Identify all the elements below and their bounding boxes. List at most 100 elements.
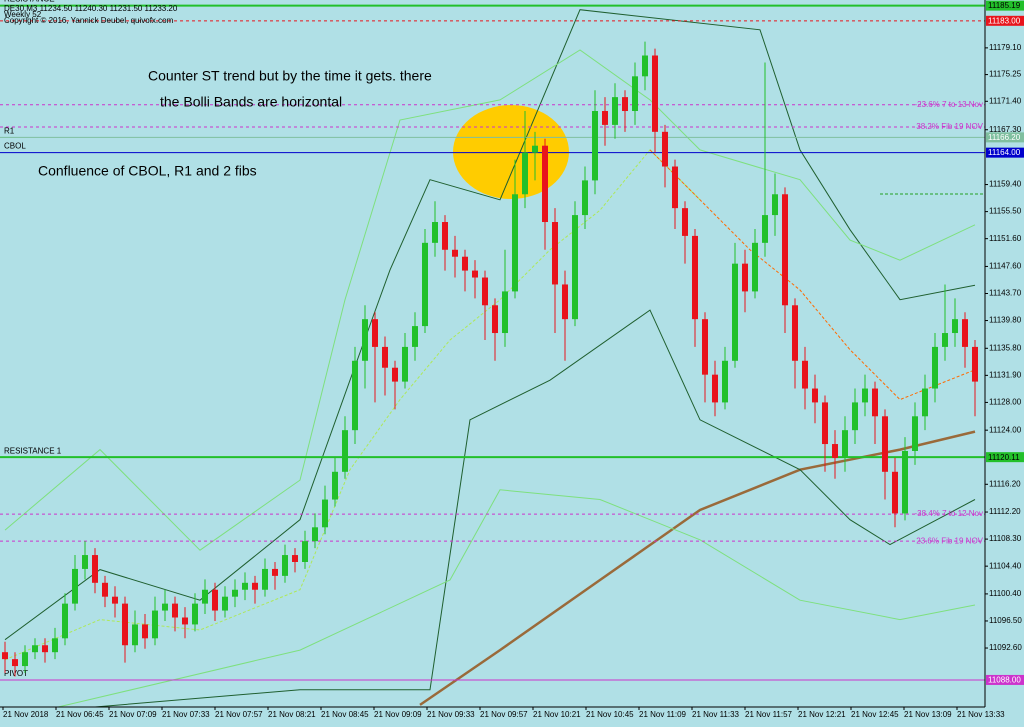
- x-tick-label: 21 Nov 09:09: [374, 710, 422, 719]
- candle-body: [132, 624, 138, 646]
- candle-body: [832, 444, 838, 458]
- candle-body: [422, 242, 428, 327]
- candle-body: [472, 270, 478, 278]
- candle-body: [752, 242, 758, 292]
- price-label: 11088.00: [988, 676, 1021, 685]
- candle-body: [872, 388, 878, 417]
- candle-body: [932, 346, 938, 389]
- candle-body: [492, 305, 498, 334]
- candle-body: [732, 263, 738, 361]
- candle-body: [762, 215, 768, 243]
- candle-body: [562, 284, 568, 320]
- level-name: R1: [4, 126, 15, 135]
- candle-body: [912, 416, 918, 451]
- candle-body: [952, 319, 958, 334]
- candle-body: [452, 249, 458, 257]
- symbol-header: DE30,M3 11234.50 11240.30 11231.50 11233…: [4, 4, 178, 13]
- level-name: 23.6% Fib 19 NOV: [916, 536, 983, 545]
- indicator-line: [649, 149, 976, 401]
- candle-body: [62, 603, 68, 639]
- candle-body: [852, 402, 858, 431]
- level-name: RESISTANCE: [4, 0, 55, 4]
- candle-body: [962, 319, 968, 347]
- x-tick-label: 21 Nov 07:57: [215, 710, 263, 719]
- x-tick-label: 21 Nov 08:45: [321, 710, 369, 719]
- candle-body: [772, 194, 778, 216]
- candle-body: [942, 333, 948, 347]
- candle-body: [72, 568, 78, 604]
- candle-body: [542, 145, 548, 223]
- candle-body: [312, 527, 318, 542]
- annotation: the Bolli Bands are horizontal: [160, 94, 342, 110]
- y-tick-label: 11124.00: [989, 425, 1022, 434]
- x-tick-label: 21 Nov 07:09: [109, 710, 157, 719]
- candle-body: [342, 430, 348, 472]
- candle-body: [552, 222, 558, 285]
- candle-body: [882, 416, 888, 472]
- price-label: 11185.19: [988, 1, 1021, 10]
- y-tick-label: 11092.60: [989, 643, 1022, 652]
- candle-body: [742, 263, 748, 292]
- y-tick-label: 11108.30: [989, 534, 1022, 543]
- candle-body: [222, 596, 228, 611]
- y-tick-label: 11179.10: [989, 43, 1022, 52]
- price-box: [986, 674, 1024, 685]
- candle-body: [782, 194, 788, 306]
- candle-body: [662, 131, 668, 167]
- x-tick-label: 21 Nov 2018: [3, 710, 49, 719]
- candle-body: [42, 645, 48, 653]
- candle-body: [842, 430, 848, 458]
- level-name: 38.2% Fib 19 NOV: [916, 122, 983, 131]
- candle-body: [112, 596, 118, 604]
- candle-body: [972, 346, 978, 382]
- candle-body: [862, 388, 868, 403]
- candle-body: [372, 319, 378, 347]
- y-tick-label: 11167.30: [989, 125, 1022, 134]
- candle-body: [622, 97, 628, 112]
- indicator-line: [4, 149, 701, 661]
- candle-body: [202, 589, 208, 604]
- y-tick-label: 11096.50: [989, 616, 1022, 625]
- candle-body: [892, 471, 898, 514]
- indicator-line: [89, 309, 976, 707]
- candle-body: [262, 568, 268, 590]
- y-tick-label: 11139.80: [989, 316, 1022, 325]
- candle-body: [582, 180, 588, 216]
- candle-body: [602, 111, 608, 125]
- x-tick-label: 21 Nov 11:57: [745, 710, 793, 719]
- candle-body: [392, 367, 398, 382]
- x-tick-label: 21 Nov 12:21: [798, 710, 846, 719]
- candle-body: [822, 402, 828, 445]
- candle-body: [352, 360, 358, 431]
- candle-body: [502, 291, 508, 334]
- candle-body: [802, 360, 808, 389]
- candle-body: [182, 617, 188, 625]
- candle-body: [442, 222, 448, 250]
- candle-body: [292, 555, 298, 562]
- candle-body: [702, 319, 708, 375]
- y-tick-label: 11112.20: [989, 507, 1021, 516]
- candle-body: [362, 319, 368, 361]
- candle-body: [142, 624, 148, 639]
- candle-body: [82, 555, 88, 569]
- candle-body: [242, 582, 248, 590]
- y-tick-label: 11159.40: [989, 180, 1022, 189]
- candle-body: [2, 652, 8, 660]
- indicator-line: [4, 9, 976, 641]
- candle-body: [12, 659, 18, 667]
- price-box: [986, 147, 1024, 158]
- x-tick-label: 21 Nov 11:09: [639, 710, 687, 719]
- price-box: [986, 452, 1024, 463]
- candle-body: [572, 215, 578, 320]
- candle-body: [902, 450, 908, 514]
- candle-body: [712, 374, 718, 403]
- candle-body: [152, 610, 158, 639]
- x-tick-label: 21 Nov 08:21: [268, 710, 316, 719]
- candle-body: [432, 222, 438, 243]
- y-tick-label: 11135.80: [989, 343, 1022, 352]
- x-tick-label: 21 Nov 07:33: [162, 710, 210, 719]
- candle-body: [252, 582, 258, 590]
- y-tick-label: 11131.90: [989, 370, 1022, 379]
- price-label: 11183.00: [988, 16, 1021, 25]
